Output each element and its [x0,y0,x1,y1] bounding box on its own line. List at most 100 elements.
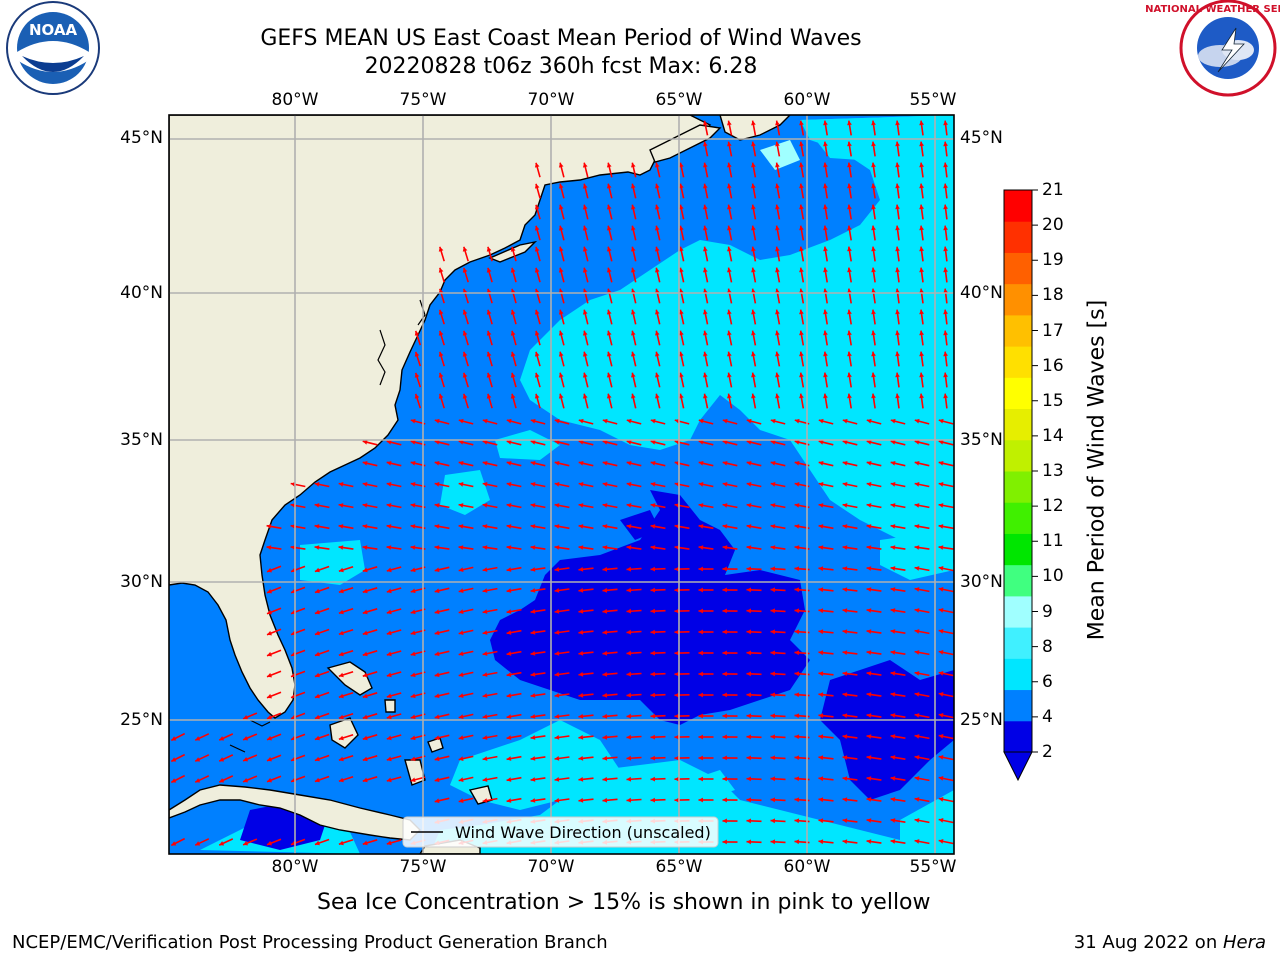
wind-wave-arrowhead [679,309,684,315]
wind-wave-arrowhead [698,692,703,698]
wind-wave-arrowhead [362,840,368,846]
wind-wave-arrowhead [534,330,540,336]
wind-wave-arrowhead [534,225,540,231]
wind-wave-arrowhead [486,393,492,399]
wind-wave-arrowhead [482,524,488,529]
wind-wave-arrowhead [434,672,440,678]
wind-wave-arrowhead [314,503,320,508]
wind-wave-arrowhead [530,672,536,677]
wind-wave-arrowhead [386,735,392,741]
wind-wave-arrowhead [582,393,588,399]
wind-wave-arrowhead [386,524,392,529]
wind-wave-arrowhead [674,713,679,719]
wind-wave-arrowhead [938,839,944,844]
wind-wave-arrowhead [895,246,900,252]
wind-wave-arrowhead [703,267,708,273]
wind-wave-arrowhead [486,351,492,357]
wind-wave-arrowhead [267,567,272,573]
wind-wave-arrowhead [434,461,440,466]
wind-wave-arrowhead [386,651,392,657]
wind-wave-arrowhead [818,418,824,424]
wind-wave-arrowhead [722,650,727,656]
wind-wave-arrowhead [871,393,876,399]
wind-wave-arrowhead [890,587,896,592]
wind-wave-arrowhead [554,588,560,593]
wind-wave-arrowhead [482,567,488,572]
wind-wave-arrowhead [482,714,488,719]
wind-wave-arrowhead [582,204,588,210]
colorbar-segment [1004,283,1032,316]
wind-wave-arrowhead [290,524,296,529]
wind-wave-arrowhead [727,183,732,189]
wind-wave-arrowhead [727,309,732,315]
wind-wave-arrowhead [799,141,804,147]
wind-wave-arrowhead [578,524,584,529]
wind-wave-arrowhead [770,524,776,529]
wind-wave-arrowhead [482,798,488,803]
wind-wave-arrowhead [631,351,636,357]
wind-wave-arrowhead [582,267,588,273]
wind-wave-arrowhead [770,629,775,635]
wind-wave-arrowhead [794,713,800,719]
wind-wave-arrowhead [943,330,948,336]
wind-wave-arrowhead [943,141,948,147]
wind-wave-arrowhead [458,630,464,635]
wind-wave-arrowhead [746,797,751,803]
wind-wave-arrowhead [314,651,320,657]
wind-wave-arrowhead [799,246,804,252]
wind-wave-arrowhead [751,267,756,273]
wind-wave-arrowhead [510,330,516,336]
wind-wave-arrowhead [770,503,776,508]
wind-wave-arrowhead [746,418,752,424]
wind-wave-arrowhead [799,183,804,189]
wind-wave-arrowhead [338,714,344,720]
wind-wave-arrowhead [650,503,656,508]
wind-wave-arrowhead [799,372,804,378]
wind-wave-arrowhead [823,225,828,231]
wind-wave-arrowhead [847,246,852,252]
wind-wave-arrowhead [794,524,800,529]
colorbar-label: 6 [1042,671,1053,692]
wind-wave-arrowhead [626,797,632,803]
wind-wave-arrowhead [722,776,727,782]
wind-wave-arrowhead [554,482,560,487]
wind-wave-arrowhead [938,461,944,466]
wind-wave-arrowhead [578,777,584,782]
colorbar-segment [1004,720,1032,753]
wind-wave-arrowhead [462,267,468,273]
wind-wave-arrowhead [530,588,536,593]
wind-wave-arrowhead [362,439,368,445]
wind-wave-arrowhead [578,756,584,761]
wind-wave-arrowhead [746,482,752,487]
wind-wave-arrowhead [314,714,320,720]
wind-wave-arrowhead [943,288,948,294]
wind-wave-arrowhead [482,482,488,487]
wind-wave-arrowhead [462,309,468,315]
wind-wave-arrowhead [895,330,900,336]
wind-wave-arrowhead [267,630,272,636]
wind-wave-arrowhead [506,777,512,782]
wind-wave-arrowhead [362,524,368,529]
wind-wave-arrowhead [842,734,848,739]
wind-wave-arrowhead [938,566,944,571]
wind-wave-arrowhead [722,608,727,614]
wind-wave-arrowhead [914,503,920,508]
wind-wave-arrowhead [698,524,704,529]
wind-wave-arrowhead [943,309,948,315]
wind-wave-arrowhead [290,545,296,550]
lat-tick-right: 35°N [960,430,1003,450]
wind-wave-arrowhead [410,482,416,487]
wind-wave-arrowhead [919,393,924,399]
wind-wave-arrowhead [482,672,488,677]
wind-wave-arrowhead [890,818,896,823]
wind-wave-arrowhead [938,545,944,550]
wind-wave-arrowhead [866,692,872,697]
wind-wave-arrowhead [679,330,684,336]
wind-wave-arrowhead [722,418,728,424]
wind-wave-arrowhead [770,418,776,424]
wind-wave-arrowhead [775,330,780,336]
wind-wave-arrowhead [938,650,944,655]
wind-wave-arrowhead [458,735,464,740]
footer-date: 31 Aug 2022 on Hera [1074,932,1266,953]
wind-wave-arrowhead [799,309,804,315]
